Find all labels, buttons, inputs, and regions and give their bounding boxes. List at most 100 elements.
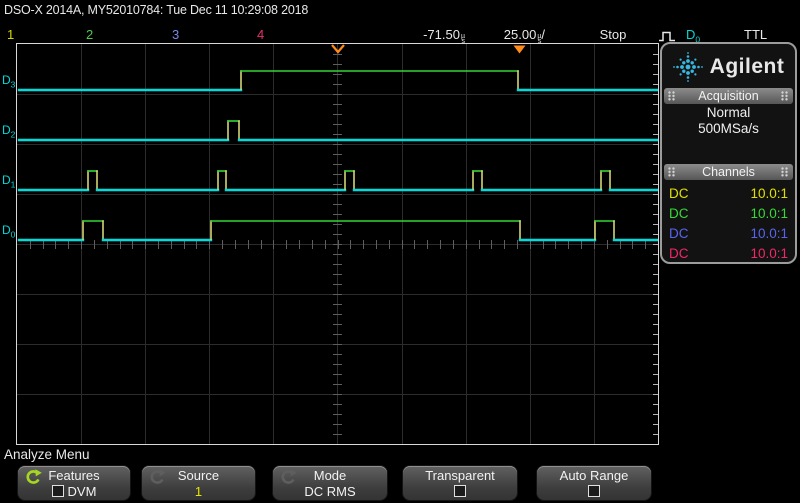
axis-tick — [333, 194, 342, 195]
probe-ratio-value: 10.0:1 — [750, 225, 788, 241]
axis-tick — [43, 240, 44, 249]
axis-tick — [568, 240, 569, 249]
softkey-value-text: 1 — [194, 484, 203, 499]
edge-tick — [653, 264, 658, 265]
axis-tick — [517, 240, 518, 249]
checkbox-unchecked[interactable] — [454, 485, 466, 497]
axis-tick — [325, 240, 326, 249]
axis-tick — [491, 240, 492, 249]
edge-tick — [653, 274, 658, 275]
edge-tick — [653, 254, 658, 255]
edge-tick — [653, 364, 658, 365]
channels-section-header: Channels — [664, 164, 793, 180]
checkbox-unchecked[interactable] — [51, 485, 64, 497]
axis-tick — [333, 214, 342, 215]
axis-tick — [333, 74, 342, 75]
axis-tick — [333, 264, 342, 265]
softkey-auto-range[interactable]: Auto Range — [537, 466, 651, 500]
softkey-value: DC RMS — [273, 484, 387, 499]
axis-tick — [30, 240, 31, 249]
softkey-transparent[interactable]: Transparent — [403, 466, 517, 500]
axis-tick — [107, 240, 108, 249]
softkey-label: Auto Range — [559, 468, 629, 483]
axis-tick — [376, 240, 377, 249]
run-state-indicator: Stop — [599, 27, 627, 42]
axis-tick — [333, 394, 342, 395]
coupling-value: DC — [669, 205, 689, 221]
trace-d1 — [17, 170, 658, 192]
softkey-mode[interactable]: Mode DC RMS — [273, 466, 387, 500]
trigger-source: D0 — [686, 27, 701, 45]
softkey-value — [403, 484, 517, 499]
channel-label-d1: D1 — [2, 173, 16, 190]
axis-tick — [333, 64, 342, 65]
axis-tick — [333, 364, 342, 365]
edge-tick — [653, 54, 658, 55]
edge-tick — [653, 204, 658, 205]
axis-tick — [333, 424, 342, 425]
axis-tick — [184, 240, 185, 249]
brand-row: Agilent — [662, 48, 795, 86]
axis-tick — [333, 334, 342, 335]
axis-tick — [607, 240, 608, 249]
axis-tick — [333, 304, 342, 305]
edge-tick — [653, 294, 658, 295]
axis-tick — [333, 204, 342, 205]
grip-icon — [668, 91, 676, 101]
channel-1-indicator: 1 — [7, 27, 15, 42]
axis-tick — [479, 240, 480, 249]
channel-4-indicator: 4 — [257, 27, 265, 42]
edge-tick — [653, 144, 658, 145]
cycle-values-icon — [281, 469, 297, 484]
cycle-values-icon — [150, 469, 166, 484]
edge-tick — [653, 64, 658, 65]
grip-icon — [780, 91, 789, 101]
edge-tick — [653, 134, 658, 135]
axis-tick — [273, 240, 274, 249]
trace-d2 — [17, 120, 658, 142]
axis-tick — [594, 240, 595, 249]
softkey-value-text: DC RMS — [304, 484, 356, 499]
edge-tick — [653, 344, 658, 345]
channel-3-indicator: 3 — [172, 27, 180, 42]
edge-tick — [653, 104, 658, 105]
channel-label-d0: D0 — [2, 223, 16, 240]
axis-tick — [209, 240, 210, 249]
axis-tick — [504, 240, 505, 249]
softkey-label: Features — [48, 468, 100, 483]
axis-tick — [333, 344, 342, 345]
edge-tick — [653, 224, 658, 225]
axis-tick — [333, 434, 342, 435]
trigger-position-marker — [513, 45, 526, 54]
axis-tick — [248, 240, 249, 249]
axis-tick — [466, 240, 467, 249]
coupling-value: DC — [669, 185, 689, 201]
axis-tick — [333, 164, 342, 165]
softkey-source[interactable]: Source 1 — [142, 466, 255, 500]
axis-tick — [158, 240, 159, 249]
axis-tick — [333, 84, 342, 85]
axis-tick — [333, 284, 342, 285]
edge-tick — [653, 424, 658, 425]
axis-tick — [453, 240, 454, 249]
channel-label-d3: D3 — [2, 73, 16, 90]
axis-tick — [333, 374, 342, 375]
axis-tick — [235, 240, 236, 249]
axis-tick — [171, 240, 172, 249]
edge-tick — [653, 84, 658, 85]
axis-tick — [120, 240, 121, 249]
softkey-features[interactable]: Features DVM — [18, 466, 130, 500]
axis-tick — [333, 244, 342, 245]
trace-d3 — [17, 70, 658, 92]
edge-tick — [653, 194, 658, 195]
checkbox-unchecked[interactable] — [588, 485, 600, 497]
brand-name: Agilent — [709, 55, 785, 78]
axis-tick — [55, 240, 56, 249]
axis-tick — [333, 324, 342, 325]
axis-tick — [333, 354, 342, 355]
edge-tick — [653, 284, 658, 285]
softkey-label: Mode — [313, 468, 347, 483]
axis-tick — [333, 154, 342, 155]
